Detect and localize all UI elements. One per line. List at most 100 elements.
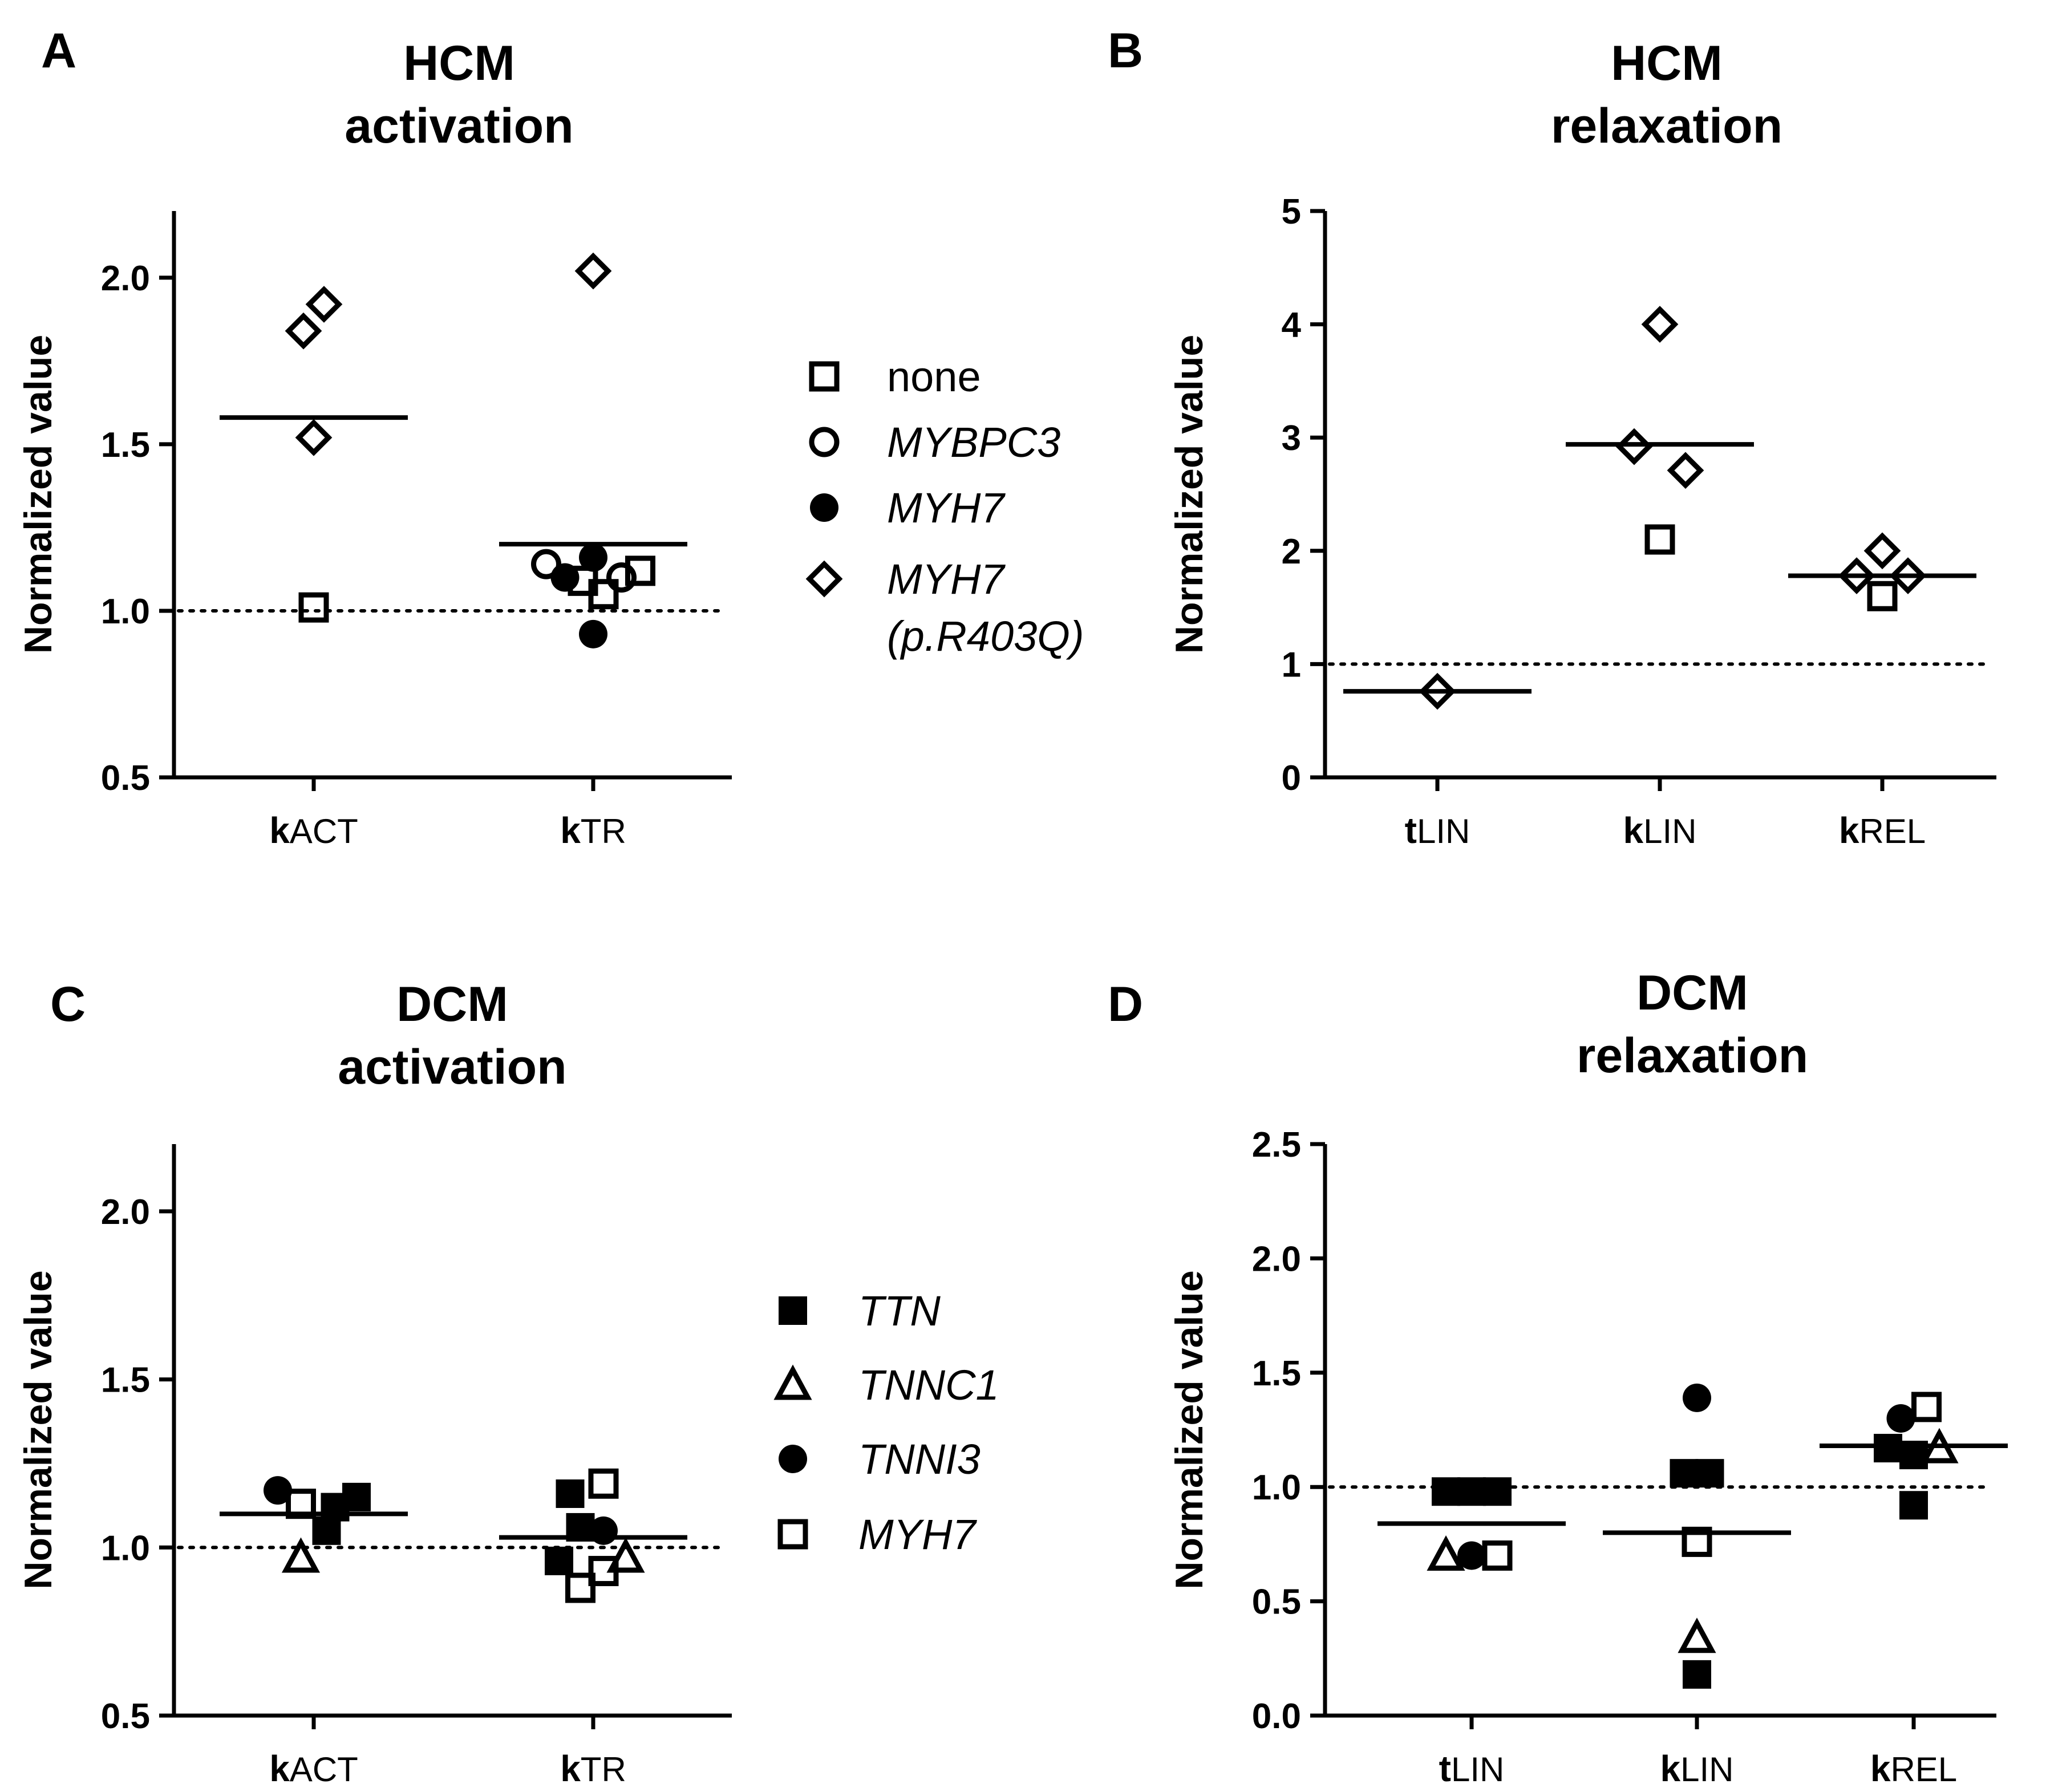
panel-c-point-11-tnni3 <box>589 1516 618 1545</box>
panel-a-category-letter-1: k <box>560 810 581 851</box>
panel-b-point-6-myh7-p-r403q <box>1838 557 1875 594</box>
panel-d-ytick-label-4: 2.0 <box>1252 1239 1301 1279</box>
panel-a-hcm-activation: HCM activation 0.5 1.0 1.5 2.0 Normalized valu… <box>17 36 732 851</box>
panel-b-ytick-label-5: 5 <box>1282 192 1301 232</box>
panel-d-point-5-myh7 <box>1482 1540 1513 1571</box>
panel-a-point-9-none <box>588 579 619 610</box>
panel-b-category-label-2: kREL <box>1839 810 1926 851</box>
panel-b-point-7-myh7-p-r403q <box>1889 557 1927 594</box>
legend-a-label-2: MYH7 <box>887 484 1006 532</box>
panel-d-point-15-ttn <box>1899 1441 1928 1470</box>
panel-b-category-sub-2: REL <box>1859 812 1926 850</box>
panel-a-point-8-myh7 <box>579 543 607 572</box>
panel-c-ytick-label-1: 1.0 <box>101 1529 150 1568</box>
panel-c-point-1-myh7 <box>286 1489 316 1519</box>
panel-d-point-6-tnni3 <box>1683 1383 1711 1412</box>
panel-d-point-11-ttn <box>1683 1660 1711 1689</box>
panel-a-point-10-myh7 <box>579 619 607 648</box>
panel-d-point-10-tnnc1 <box>1678 1617 1716 1653</box>
panel-c-point-5-ttn <box>342 1482 371 1511</box>
legend-c-label-2: TNNI3 <box>858 1436 981 1483</box>
panel-d-ytick-label-3: 1.5 <box>1252 1354 1301 1393</box>
panel-b-category-letter-1: k <box>1623 810 1644 851</box>
panel-c-dcm-activation: DCM activation 0.5 1.0 1.5 2.0 Normalized valu… <box>17 977 732 1789</box>
panel-b-category-letter-2: k <box>1839 810 1859 851</box>
panel-c-point-0-tnni3 <box>264 1476 292 1505</box>
panel-a-point-1-myh7-p-r403q <box>305 286 343 323</box>
panel-d-category-letter-2: k <box>1870 1748 1891 1789</box>
panel-a-y-axis-label: Normalized value <box>17 335 60 654</box>
panel-c-ytick-label-2: 1.5 <box>101 1361 150 1400</box>
panel-d-ytick-label-1: 0.5 <box>1252 1583 1301 1622</box>
panel-a-point-3-none <box>298 592 329 623</box>
legend-c-marker-3 <box>777 1519 808 1550</box>
panel-d-y-axis-label: Normalized value <box>1168 1270 1211 1589</box>
legend-a-marker-0 <box>809 361 840 392</box>
panel-a-point-5-mybpc3 <box>531 549 561 579</box>
panel-c-point-12-myh7 <box>588 1468 619 1499</box>
panel-a-point-2-myh7-p-r403q <box>295 419 333 456</box>
panel-b-letter: B <box>1108 23 1143 78</box>
panel-c-point-9-myh7 <box>565 1572 595 1603</box>
panel-c-point-2-tnnc1 <box>281 1537 321 1573</box>
panel-d-point-13-tnni3 <box>1886 1404 1915 1433</box>
panel-d-category-label-0: tLIN <box>1439 1748 1505 1789</box>
panel-d-point-17-ttn <box>1899 1491 1928 1520</box>
panel-a-title-line-1: HCM <box>403 36 515 91</box>
panel-d-point-1-ttn <box>1457 1477 1486 1506</box>
panel-c-category-label-1: kTR <box>560 1748 626 1789</box>
panel-c-point-8-ttn <box>545 1546 573 1575</box>
legend-a-label-0: none <box>887 353 981 400</box>
legend-a-label-3-line2: (p.R403Q) <box>887 613 1084 660</box>
panel-b-category-label-1: kLIN <box>1623 810 1697 851</box>
legend-hcm: none MYBPC3 MYH7 MYH7 (p.R403Q) <box>805 353 1084 660</box>
panel-a-category-letter-0: k <box>269 810 290 851</box>
panel-a-category-label-1: kTR <box>560 810 626 851</box>
panel-a-category-sub-0: ACT <box>290 812 358 850</box>
legend-a-marker-3 <box>805 560 843 598</box>
legend-a-marker-2 <box>810 493 838 522</box>
panel-d-category-label-2: kREL <box>1870 1748 1957 1789</box>
panel-d-point-12-myh7 <box>1911 1392 1942 1422</box>
panel-a-ytick-label-1: 1.0 <box>101 592 150 631</box>
panel-b-title-line-2: relaxation <box>1551 99 1782 153</box>
panel-a-category-label-0: kACT <box>269 810 358 851</box>
panel-a-category-sub-1: TR <box>581 812 626 850</box>
panel-a-point-0-myh7-p-r403q <box>285 312 322 350</box>
legend-c-label-0: TTN <box>858 1287 941 1335</box>
panel-d-category-sub-2: REL <box>1890 1750 1957 1789</box>
legend-c-label-1: TNNC1 <box>858 1361 999 1409</box>
panel-a-title-line-2: activation <box>345 99 573 153</box>
panel-d-category-sub-1: LIN <box>1680 1750 1733 1789</box>
panel-c-category-label-0: kACT <box>269 1748 358 1789</box>
legend-a-marker-1 <box>809 427 840 457</box>
panel-d-category-label-1: kLIN <box>1660 1748 1734 1789</box>
panel-b-y-axis-label: Normalized value <box>1168 335 1211 654</box>
panel-c-category-letter-1: k <box>560 1748 581 1789</box>
panel-d-point-16-tnnc1 <box>1920 1428 1959 1463</box>
panel-d-point-2-ttn <box>1483 1477 1512 1506</box>
legend-dcm: TTN TNNC1 TNNI3 MYH7 <box>773 1287 999 1558</box>
legend-c-label-3: MYH7 <box>858 1511 977 1558</box>
panel-d-point-3-tnnc1 <box>1427 1535 1465 1571</box>
panel-b-category-sub-0: LIN <box>1417 812 1470 850</box>
panel-a-point-4-myh7-p-r403q <box>574 252 612 290</box>
panel-b-point-3-myh7-p-r403q <box>1667 452 1704 489</box>
panel-d-ytick-label-0: 0.0 <box>1252 1697 1301 1736</box>
panel-c-point-13-tnnc1 <box>606 1537 645 1573</box>
panel-b-ytick-label-1: 1 <box>1282 645 1301 684</box>
legend-c-marker-0 <box>779 1296 807 1325</box>
panel-c-ytick-label-0: 0.5 <box>101 1697 150 1736</box>
panel-b-title-line-1: HCM <box>1611 36 1723 91</box>
panel-b-point-5-myh7-p-r403q <box>1863 532 1901 570</box>
panel-a-ytick-label-0: 0.5 <box>101 759 150 798</box>
panel-b-ytick-label-0: 0 <box>1282 759 1301 798</box>
panel-d-title-line-1: DCM <box>1636 966 1748 1020</box>
panel-d-ytick-label-5: 2.5 <box>1252 1125 1301 1165</box>
panel-b-point-1-myh7-p-r403q <box>1641 306 1679 343</box>
panel-b-ytick-label-3: 3 <box>1282 419 1301 458</box>
panel-d-title-line-2: relaxation <box>1577 1028 1808 1083</box>
panel-b-category-letter-0: t <box>1405 810 1417 851</box>
